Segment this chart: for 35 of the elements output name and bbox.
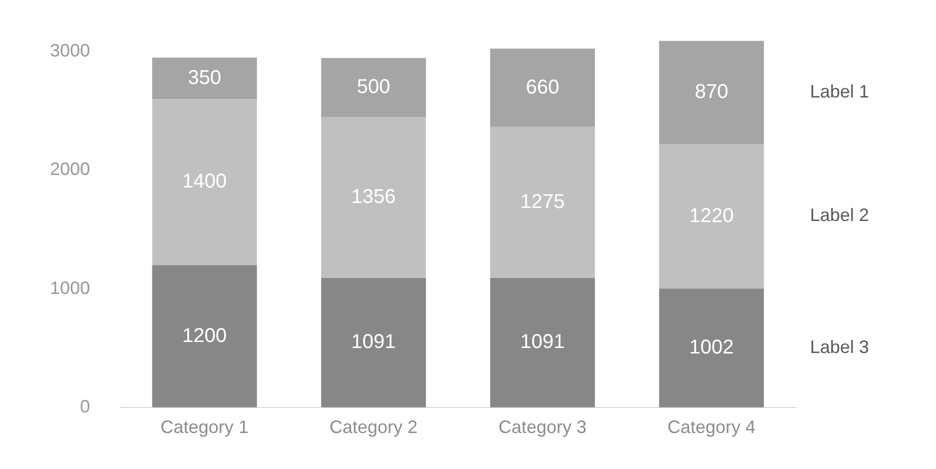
- x-tick-label: Category 1: [160, 417, 249, 438]
- data-label: 1356: [351, 186, 396, 208]
- data-label: 1002: [689, 336, 734, 359]
- text: Label 3: [810, 336, 870, 357]
- bar: [659, 40, 764, 144]
- data-label: 1400: [182, 170, 227, 193]
- data-label: 500: [356, 76, 390, 98]
- y-tick-label: 2000: [50, 159, 90, 180]
- x-tick-label: Category 4: [667, 417, 756, 438]
- data-label: 1200: [182, 324, 227, 347]
- bar: [152, 99, 257, 266]
- data-label: 1275: [520, 190, 565, 213]
- bar: [659, 144, 764, 289]
- bar: [490, 48, 595, 127]
- text: Label 1: [810, 81, 870, 102]
- data-label: 1220: [689, 204, 734, 227]
- y-tick-label: 0: [80, 396, 90, 416]
- text: Label 2: [810, 205, 870, 226]
- bar: [490, 126, 595, 278]
- data-label: 1091: [520, 331, 565, 354]
- data-label: 350: [188, 66, 222, 89]
- y-tick-label: 1000: [50, 278, 90, 298]
- bar: [321, 117, 426, 278]
- bar: [321, 58, 426, 118]
- x-tick-label: Category 3: [498, 417, 587, 438]
- data-label: 660: [526, 76, 560, 98]
- y-tick-label: 3000: [50, 40, 90, 61]
- x-tick-label: Category 2: [329, 417, 418, 438]
- data-label: 870: [694, 80, 728, 103]
- bar: [490, 278, 595, 408]
- bar: [659, 288, 764, 408]
- bar: [321, 278, 426, 408]
- bar: [152, 265, 257, 408]
- bar: [152, 58, 257, 100]
- data-label: 1091: [351, 331, 396, 354]
